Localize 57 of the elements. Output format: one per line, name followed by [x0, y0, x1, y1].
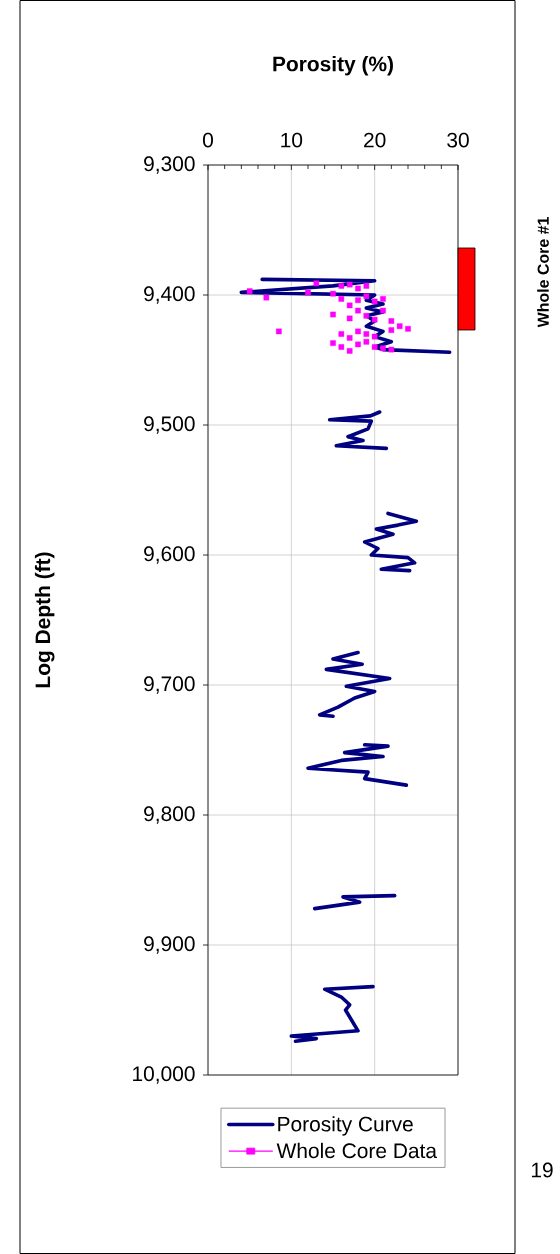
- point: [338, 344, 345, 350]
- point: [380, 345, 386, 352]
- point: [355, 328, 361, 335]
- legend-label: Porosity Curve: [278, 1116, 413, 1136]
- y-tick-label: 9,600: [144, 546, 195, 564]
- point: [346, 302, 353, 309]
- point: [313, 280, 320, 287]
- point: [263, 294, 270, 301]
- point: [346, 335, 353, 341]
- x-tick-label: 20: [364, 132, 386, 148]
- y-tick-label: 9,700: [144, 676, 195, 694]
- point: [338, 296, 345, 302]
- legend-label: Whole Core Data: [276, 1142, 437, 1159]
- point: [371, 298, 378, 305]
- x-tick-label: 0: [202, 132, 213, 148]
- y-axis-title: Log Depth (ft): [34, 552, 55, 688]
- y-tick-label: 9,900: [144, 936, 195, 954]
- point: [363, 283, 370, 289]
- point: [363, 331, 370, 337]
- y-tick-label: 10,000: [133, 1066, 195, 1084]
- text: 19: [531, 1162, 553, 1178]
- point: [371, 344, 378, 350]
- point: [246, 288, 253, 294]
- y-tick-label: 9,500: [144, 416, 195, 434]
- text: Whole Core #1: [537, 217, 549, 328]
- point: [330, 290, 336, 297]
- point: [355, 341, 361, 348]
- point: [380, 296, 386, 302]
- point: [330, 340, 336, 346]
- point: [363, 313, 370, 319]
- point: [388, 318, 395, 324]
- x-tick-label: 10: [281, 132, 303, 148]
- point: [338, 283, 345, 289]
- point: [330, 311, 336, 318]
- point: [276, 328, 282, 335]
- point: [305, 289, 311, 296]
- point: [338, 331, 345, 337]
- point: [380, 307, 386, 314]
- point: [355, 307, 361, 314]
- point: [363, 339, 370, 345]
- point: [371, 333, 378, 340]
- x-tick-label: 30: [447, 132, 469, 148]
- point: [355, 297, 361, 303]
- y-tick-label: 9,300: [144, 156, 195, 174]
- point: [346, 281, 353, 288]
- y-tick-label: 9,800: [144, 806, 195, 824]
- point: [346, 315, 353, 322]
- point: [405, 326, 411, 332]
- point: [355, 285, 361, 292]
- point: [388, 346, 395, 353]
- point: [371, 316, 378, 323]
- point: [346, 348, 353, 354]
- point: [396, 323, 403, 329]
- point: [363, 293, 370, 300]
- point: [388, 327, 395, 333]
- y-tick-label: 9,400: [144, 286, 195, 304]
- x-axis-title: Porosity (%): [273, 55, 393, 76]
